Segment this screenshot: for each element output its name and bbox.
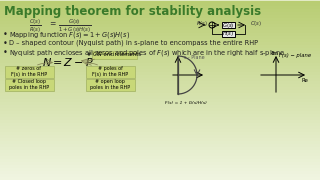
Bar — [0, 117, 320, 120]
Bar — [0, 63, 320, 66]
Bar — [0, 99, 320, 102]
Bar — [0, 45, 320, 48]
Text: •: • — [3, 30, 8, 39]
Bar — [0, 105, 320, 108]
Bar — [0, 162, 320, 165]
Bar — [0, 0, 320, 3]
Text: # poles of
F(s) in the RHP: # poles of F(s) in the RHP — [92, 66, 128, 77]
Bar — [0, 6, 320, 9]
Bar — [0, 51, 320, 54]
FancyBboxPatch shape — [4, 78, 53, 91]
Bar — [0, 9, 320, 12]
Bar — [0, 144, 320, 147]
Text: # Closed loop
poles in the RHP: # Closed loop poles in the RHP — [9, 79, 49, 90]
Bar — [0, 111, 320, 114]
Text: F(s) − plane: F(s) − plane — [279, 53, 311, 58]
Text: $C(s)$: $C(s)$ — [250, 19, 262, 28]
Bar — [0, 141, 320, 144]
Text: # open loop
poles in the RHP: # open loop poles in the RHP — [90, 79, 130, 90]
Bar — [0, 156, 320, 159]
Bar — [0, 153, 320, 156]
Bar — [0, 114, 320, 117]
Bar — [0, 120, 320, 123]
FancyBboxPatch shape — [85, 66, 134, 78]
Bar — [0, 81, 320, 84]
Bar — [0, 27, 320, 30]
Bar — [0, 96, 320, 99]
Bar — [0, 66, 320, 69]
FancyBboxPatch shape — [85, 78, 134, 91]
Bar — [0, 126, 320, 129]
Text: •: • — [3, 48, 8, 57]
Bar — [0, 174, 320, 177]
Text: $=$: $=$ — [48, 18, 58, 27]
Bar — [0, 33, 320, 36]
Bar — [0, 39, 320, 42]
Text: $G(s)$: $G(s)$ — [222, 21, 235, 30]
Bar — [0, 18, 320, 21]
Text: Re: Re — [301, 78, 308, 83]
Text: $N = Z - P$: $N = Z - P$ — [42, 56, 94, 68]
Bar — [0, 102, 320, 105]
Bar — [0, 90, 320, 93]
Bar — [0, 171, 320, 174]
Bar — [0, 60, 320, 63]
Text: D – shaped contour (Nyquist path) in s-plane to encompass the entire RHP: D – shaped contour (Nyquist path) in s-p… — [9, 39, 258, 46]
Bar — [0, 24, 320, 27]
Bar — [0, 48, 320, 51]
FancyBboxPatch shape — [222, 31, 235, 37]
Bar — [0, 93, 320, 96]
Bar — [0, 57, 320, 60]
Bar — [0, 3, 320, 6]
Bar — [0, 12, 320, 15]
Bar — [0, 69, 320, 72]
Bar — [0, 129, 320, 132]
FancyBboxPatch shape — [4, 66, 53, 78]
Text: Mapping function $F(s) = 1 + G(s)H(s)$: Mapping function $F(s) = 1 + G(s)H(s)$ — [9, 30, 130, 40]
Bar — [0, 138, 320, 141]
Text: Im: Im — [271, 51, 279, 56]
Text: $H(s)$: $H(s)$ — [222, 30, 235, 39]
Bar — [0, 150, 320, 153]
Bar — [0, 75, 320, 78]
Bar — [0, 36, 320, 39]
Text: F(s) = 1 + G(s)H(s): F(s) = 1 + G(s)H(s) — [165, 101, 207, 105]
Text: Nyquist path encloses all zeros and poles of $F(s)$ which are in the right half : Nyquist path encloses all zeros and pole… — [9, 48, 285, 58]
Text: $\frac{C(s)}{R(s)}$: $\frac{C(s)}{R(s)}$ — [29, 18, 41, 36]
Bar — [0, 132, 320, 135]
Bar — [0, 54, 320, 57]
Text: # zeros of
F(s) in the RHP: # zeros of F(s) in the RHP — [11, 66, 47, 77]
Text: Mapping theorem for stability analysis: Mapping theorem for stability analysis — [4, 5, 261, 18]
Bar — [0, 78, 320, 81]
Text: s - Plane: s - Plane — [184, 55, 204, 60]
FancyBboxPatch shape — [92, 51, 137, 58]
Bar — [0, 135, 320, 138]
Bar — [0, 30, 320, 33]
Bar — [0, 84, 320, 87]
Bar — [0, 87, 320, 90]
Bar — [0, 168, 320, 171]
Bar — [0, 123, 320, 126]
Text: $R(s)$: $R(s)$ — [196, 19, 208, 28]
FancyBboxPatch shape — [222, 22, 235, 28]
Bar — [0, 72, 320, 75]
Bar — [0, 42, 320, 45]
Text: # CW encirclements: # CW encirclements — [87, 52, 141, 57]
Bar — [0, 177, 320, 180]
Bar — [0, 108, 320, 111]
Bar — [0, 21, 320, 24]
Bar — [0, 15, 320, 18]
Text: $\frac{G(s)}{1 + G(s)H(s)}$: $\frac{G(s)}{1 + G(s)H(s)}$ — [58, 18, 92, 36]
Bar — [0, 147, 320, 150]
Text: •: • — [3, 39, 8, 48]
Bar — [0, 159, 320, 162]
Bar — [0, 165, 320, 168]
